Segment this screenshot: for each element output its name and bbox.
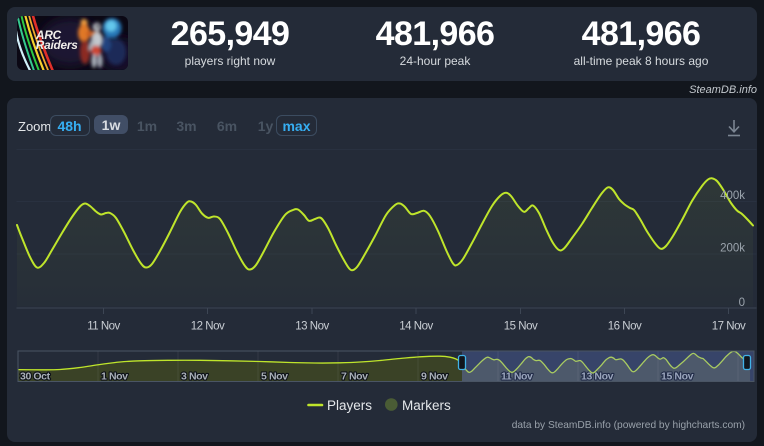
svg-text:14 Nov: 14 Nov — [399, 320, 433, 332]
svg-text:13 Nov: 13 Nov — [295, 320, 329, 332]
svg-text:5 Nov: 5 Nov — [261, 371, 288, 383]
svg-text:17 Nov: 17 Nov — [712, 320, 746, 332]
svg-text:15 Nov: 15 Nov — [504, 320, 538, 332]
svg-text:13 Nov: 13 Nov — [581, 371, 614, 383]
svg-text:1 Nov: 1 Nov — [101, 371, 128, 383]
svg-text:11 Nov: 11 Nov — [87, 320, 120, 332]
svg-text:16 Nov: 16 Nov — [608, 320, 642, 332]
svg-text:3 Nov: 3 Nov — [181, 371, 208, 383]
svg-text:7 Nov: 7 Nov — [341, 371, 368, 383]
svg-text:0: 0 — [739, 297, 745, 309]
svg-text:9 Nov: 9 Nov — [421, 371, 448, 383]
svg-text:30 Oct: 30 Oct — [20, 371, 51, 383]
svg-text:12 Nov: 12 Nov — [191, 320, 225, 332]
svg-text:Raiders: Raiders — [36, 38, 79, 52]
svg-text:11 Nov: 11 Nov — [501, 371, 533, 383]
svg-text:400k: 400k — [720, 190, 745, 202]
svg-text:15 Nov: 15 Nov — [661, 371, 694, 383]
svg-text:ARC: ARC — [35, 28, 62, 42]
svg-text:200k: 200k — [720, 243, 745, 255]
